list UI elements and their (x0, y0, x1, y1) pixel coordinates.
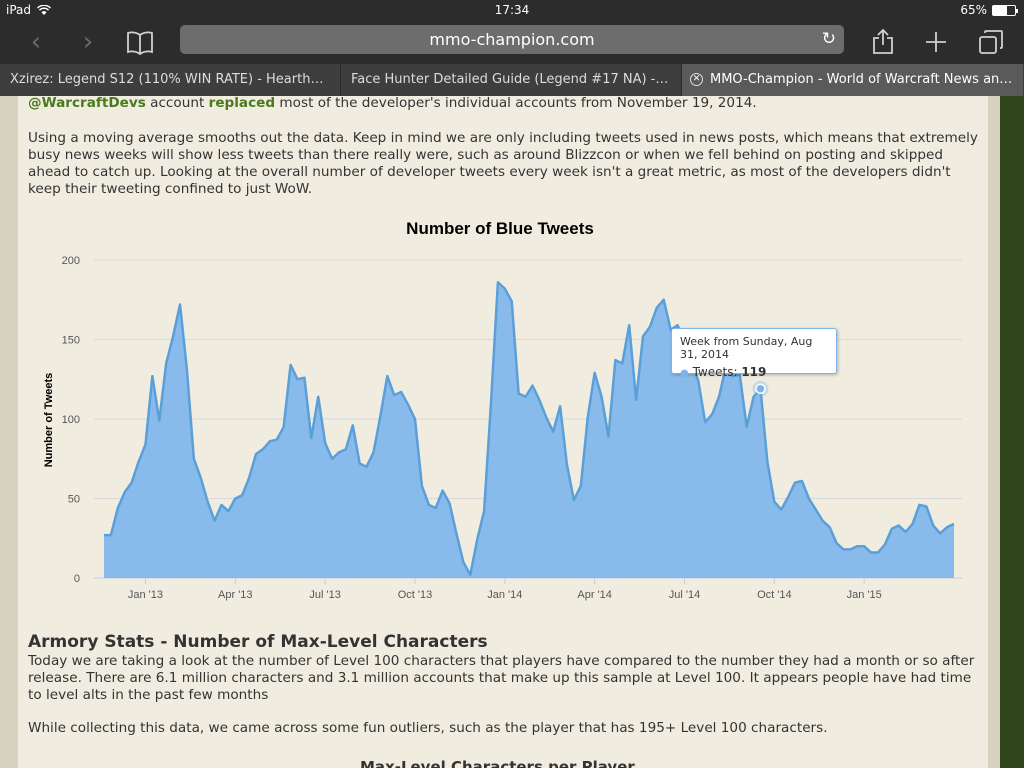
x-tick-label: Jul '13 (309, 589, 340, 601)
device-name: iPad (6, 3, 32, 17)
tab-hearthstone-legend[interactable]: Xzirez: Legend S12 (110% WIN RATE) - Hea… (0, 64, 341, 96)
x-axis-ticks: Jan '13 Apr '13 Jul '13 Oct '13 Jan '14 Apr '… (128, 578, 882, 601)
web-page: @WarcraftDevs account replaced most of t… (0, 96, 1024, 768)
x-tick-label: Apr '13 (218, 589, 253, 601)
battery-percent: 65% (960, 3, 987, 17)
x-tick-label: Oct '14 (757, 589, 792, 601)
x-tick-label: Jan '14 (487, 589, 522, 601)
tooltip-week: Week from Sunday, Aug 31, 2014 (680, 335, 813, 361)
tab-mmo-champion[interactable]: ✕ MMO-Champion - World of Warcraft News … (682, 64, 1023, 96)
series-area (104, 282, 954, 578)
paragraph-moving-average: Using a moving average smooths out the d… (28, 130, 978, 197)
y-tick-label: 100 (62, 414, 80, 426)
tabs-overview-icon[interactable] (975, 26, 1007, 58)
y-axis-ticks: 0 50 100 150 200 (62, 255, 80, 585)
tooltip-value: 119 (741, 365, 767, 379)
chart-title: Number of Blue Tweets (406, 219, 594, 238)
battery-icon (992, 4, 1018, 16)
paragraph-intro-text-b: most of the developer's individual accou… (275, 96, 757, 111)
chart-tooltip: Week from Sunday, Aug 31, 2014 ● Tweets:… (671, 328, 837, 379)
x-tick-label: Jul '14 (669, 589, 700, 601)
status-bar: iPad 17:34 65% (0, 0, 1024, 20)
wifi-icon (37, 4, 52, 15)
y-tick-label: 200 (62, 255, 80, 267)
hover-point[interactable] (755, 383, 766, 395)
blue-tweets-chart: Number of Blue Tweets Number of Tweets 0… (43, 219, 962, 601)
paragraph-intro-text-a: account (145, 96, 209, 111)
page-background-right (1000, 96, 1024, 768)
article-content: @WarcraftDevs account replaced most of t… (18, 96, 988, 768)
chart-series (104, 281, 955, 578)
paragraph-intro: @WarcraftDevs account replaced most of t… (28, 96, 978, 112)
paragraph-outliers: While collecting this data, we came acro… (28, 720, 828, 736)
tab-mmo-champion-label: MMO-Champion - World of Warcraft News an… (710, 72, 1023, 87)
replaced-link[interactable]: replaced (208, 96, 276, 111)
y-tick-label: 0 (74, 573, 80, 585)
clock: 17:34 (494, 3, 530, 17)
bookmarks-icon[interactable] (124, 26, 156, 58)
forward-icon[interactable]: › (82, 27, 94, 57)
x-tick-label: Oct '13 (398, 589, 433, 601)
y-tick-label: 150 (62, 335, 80, 347)
y-axis-label: Number of Tweets (43, 373, 55, 468)
battery-fill (993, 5, 1008, 15)
close-tab-icon[interactable]: ✕ (690, 73, 703, 86)
url-text: mmo-champion.com (429, 30, 595, 49)
tab-bar: Xzirez: Legend S12 (110% WIN RATE) - Hea… (0, 64, 1024, 96)
tooltip-label: Tweets: (692, 365, 742, 379)
warcraftdevs-link[interactable]: @WarcraftDevs (28, 96, 146, 111)
reload-icon[interactable]: ↻ (821, 29, 836, 49)
x-tick-label: Jan '13 (128, 589, 163, 601)
paragraph-armory-stats: Today we are taking a look at the number… (28, 653, 975, 703)
next-chart-title: Max-Level Characters per Player (360, 758, 635, 768)
section-heading-armory-stats: Armory Stats - Number of Max-Level Chara… (28, 632, 488, 652)
address-bar[interactable]: mmo-champion.com ↻ (180, 25, 844, 54)
series-line (104, 281, 955, 577)
page-right-margin (988, 96, 1000, 768)
tooltip-series-dot: ● (680, 368, 689, 379)
browser-toolbar: ‹ › mmo-champion.com ↻ (0, 20, 1024, 64)
x-tick-label: Jan '15 (847, 589, 882, 601)
new-tab-icon[interactable] (920, 26, 952, 58)
back-icon[interactable]: ‹ (30, 27, 42, 57)
page-left-margin (0, 96, 18, 768)
x-tick-label: Apr '14 (577, 589, 612, 601)
y-tick-label: 50 (68, 494, 80, 506)
tab-face-hunter-guide[interactable]: Face Hunter Detailed Guide (Legend #17 N… (341, 64, 682, 96)
share-icon[interactable] (867, 26, 899, 58)
